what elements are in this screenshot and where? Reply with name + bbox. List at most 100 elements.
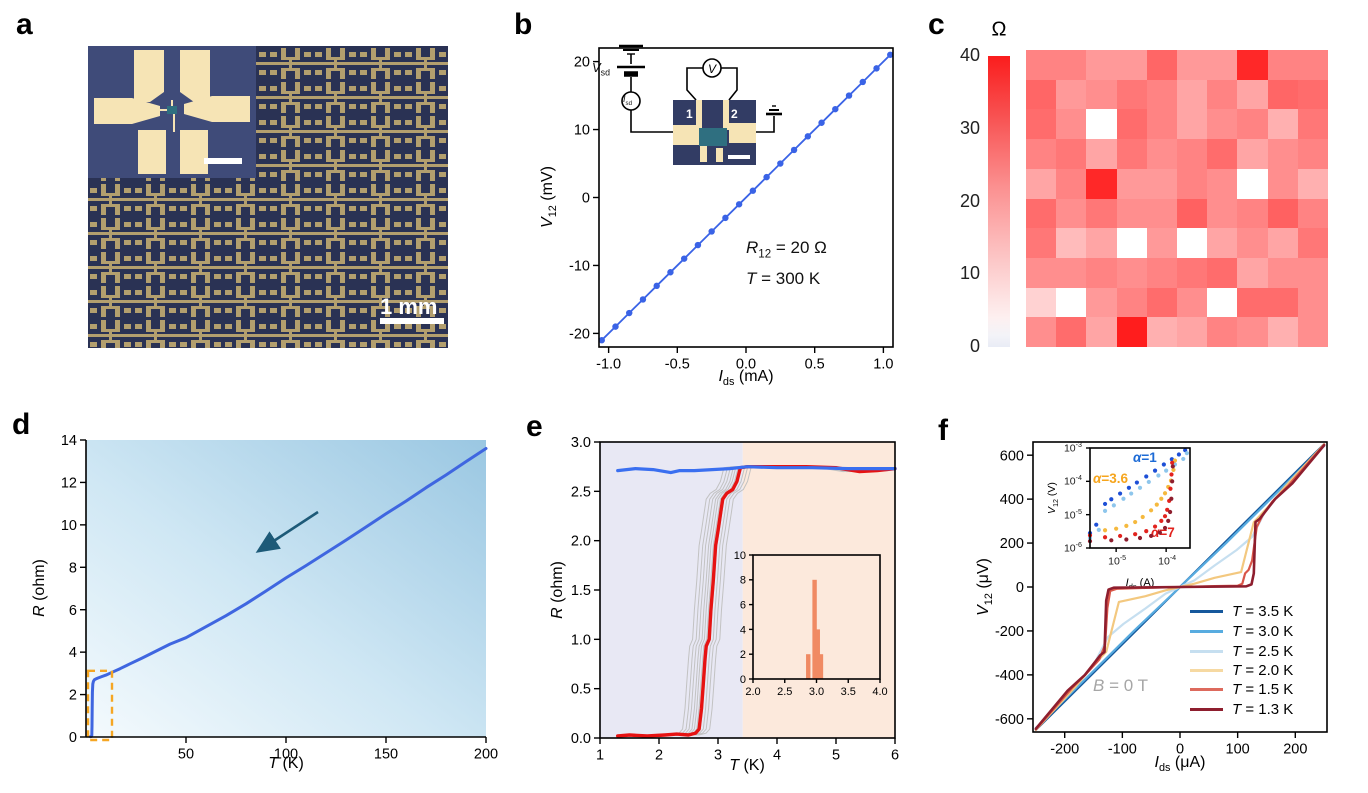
data-point xyxy=(1114,526,1119,531)
legend-item: T = 2.5 K xyxy=(1190,642,1293,661)
panel-a-letter: a xyxy=(16,8,33,41)
heatmap-cell xyxy=(1086,198,1118,229)
x-tick-label: 100 xyxy=(274,747,298,763)
data-point xyxy=(1102,508,1108,513)
y-tick-label: 10-5 xyxy=(1063,507,1082,522)
heatmap-cell xyxy=(1056,257,1087,289)
histogram-bar xyxy=(815,629,820,679)
colorbar-tick-label: 40 xyxy=(959,45,980,65)
heatmap-cell xyxy=(1026,228,1057,259)
heatmap-cell xyxy=(1237,139,1269,170)
panel-d-letter: d xyxy=(12,408,31,441)
legend-swatch xyxy=(1190,610,1223,613)
panel-e_inset-plot: 2.0 2.5 3.0 3.5 4.0 0 2 4 6 8 10 xyxy=(734,550,888,698)
heatmap-cell xyxy=(1237,50,1269,81)
data-point xyxy=(818,119,825,126)
heatmap-cell xyxy=(1026,50,1057,81)
flake xyxy=(167,106,177,114)
x-tick-label: 100 xyxy=(1226,742,1250,758)
x-tick-label: 1 xyxy=(596,748,604,764)
y-tick-label: 1.5 xyxy=(571,583,591,599)
y-tick-label: 0 xyxy=(740,674,746,686)
heatmap-cell xyxy=(1177,109,1208,140)
legend-swatch xyxy=(1190,688,1223,691)
heatmap-cell xyxy=(1237,287,1269,318)
cooling-arrow-icon xyxy=(255,510,319,553)
heatmap-cell xyxy=(1207,50,1238,81)
legend-label: T = 3.5 K xyxy=(1232,603,1294,620)
data-point xyxy=(1152,524,1158,529)
colorbar xyxy=(988,56,1010,347)
heatmap-cell xyxy=(1056,317,1087,348)
colorbar-label: Ω xyxy=(991,18,1007,41)
series-line xyxy=(1034,443,1326,731)
panel-c-letter: c xyxy=(928,8,945,41)
data-point xyxy=(804,133,812,140)
heatmap-cell xyxy=(1056,168,1087,199)
data-point xyxy=(1094,522,1099,527)
data-point xyxy=(1157,530,1162,535)
data-point xyxy=(1176,452,1182,457)
heatmap-cell xyxy=(1237,257,1269,289)
electrode-1-label: 1 xyxy=(686,107,693,121)
data-point xyxy=(708,228,715,235)
heatmap-cell xyxy=(1297,168,1329,199)
legend-label: T = 2.0 K xyxy=(1232,662,1294,679)
series-line xyxy=(600,53,892,342)
x-tick-label: 2.5 xyxy=(777,686,792,698)
y-tick-label: 10-4 xyxy=(1063,474,1082,488)
data-point xyxy=(1140,514,1145,520)
data-point xyxy=(887,51,894,58)
y-tick-label: 0.0 xyxy=(571,731,591,747)
x-tick-label: -200 xyxy=(1050,742,1079,758)
data-point xyxy=(1144,529,1149,534)
flake xyxy=(699,128,727,146)
y-tick-label: 10 xyxy=(574,123,590,139)
legend-item: T = 3.5 K xyxy=(1190,602,1293,621)
scale-bar xyxy=(380,318,444,324)
heatmap-cell xyxy=(1146,50,1178,81)
y-tick-label: 4 xyxy=(740,624,746,636)
heatmap-cell xyxy=(1237,228,1269,259)
data-point xyxy=(667,269,674,276)
b-temperature-annotation: T = 300 K xyxy=(746,269,821,288)
heatmap-cell xyxy=(1026,317,1057,348)
heatmap-cell xyxy=(1207,287,1238,318)
heatmap-cell xyxy=(1267,50,1299,81)
heatmap-cell xyxy=(1086,79,1118,110)
panel-f-letter: f xyxy=(938,414,948,447)
data-point xyxy=(1184,451,1189,456)
data-point xyxy=(1152,468,1158,473)
x-tick-label: -100 xyxy=(1108,742,1137,758)
heatmap-cell xyxy=(1086,50,1118,81)
heatmap-cell xyxy=(1207,257,1238,289)
y-tick-label: 8 xyxy=(740,575,746,587)
scale-bar-label: 1 mm xyxy=(380,294,437,319)
y-tick-label: 8 xyxy=(69,560,77,576)
data-point xyxy=(1096,527,1101,532)
data-point xyxy=(1118,533,1123,539)
f-xlabel: Ids (μA) xyxy=(1154,753,1206,775)
data-point xyxy=(1154,502,1159,507)
heatmap-cell xyxy=(1116,257,1148,289)
data-point xyxy=(1164,468,1169,473)
legend-item: T = 1.3 K xyxy=(1190,700,1293,719)
heatmap-cell xyxy=(1026,168,1057,199)
y-tick-label: -10 xyxy=(569,259,590,275)
data-point xyxy=(1169,472,1174,477)
heatmap-cell xyxy=(1177,139,1208,170)
heatmap-cell xyxy=(1237,79,1269,110)
heatmap-cell xyxy=(1146,79,1178,110)
x-tick-label: 2 xyxy=(655,748,663,764)
axes-box xyxy=(598,47,894,348)
data-point xyxy=(1102,535,1108,540)
heatmap-cell xyxy=(1267,317,1299,348)
heatmap-cell xyxy=(1146,109,1178,140)
data-point xyxy=(1168,486,1173,491)
data-point xyxy=(1121,496,1126,501)
data-point xyxy=(612,323,619,330)
data-point xyxy=(1156,473,1161,478)
heatmap-cell xyxy=(1086,168,1118,199)
x-tick-label: 200 xyxy=(474,747,498,763)
electrode-2-label: 2 xyxy=(731,107,738,121)
